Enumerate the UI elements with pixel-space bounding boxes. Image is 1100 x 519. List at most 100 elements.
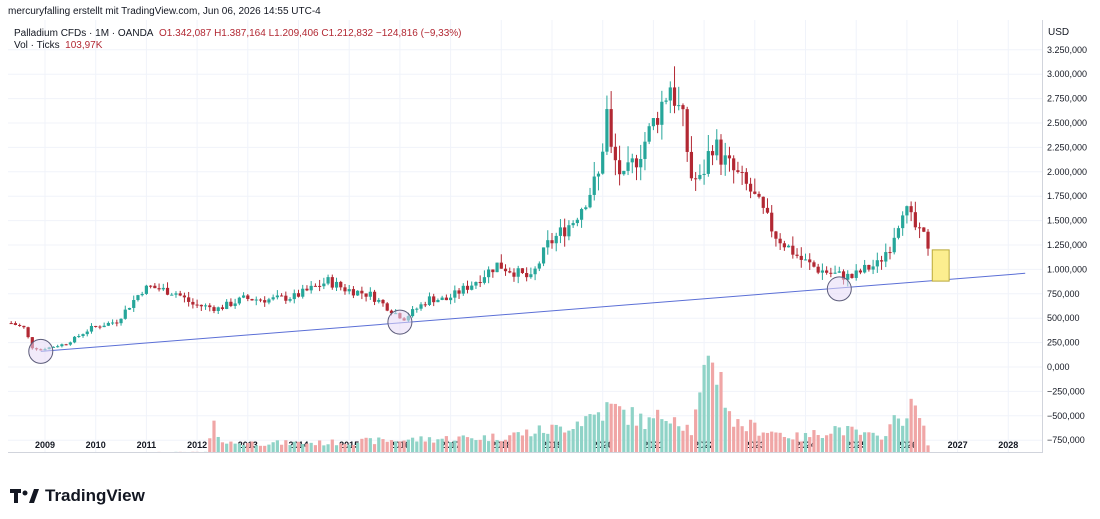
candle-body	[879, 260, 884, 262]
volume-bar	[533, 433, 537, 453]
candle-body	[157, 288, 161, 290]
candle-body	[436, 300, 440, 303]
candle-body	[170, 294, 174, 296]
candle-body	[444, 297, 448, 301]
volume-bar	[601, 420, 605, 453]
candle-body	[115, 322, 119, 324]
volume-bar	[854, 429, 858, 453]
candle-body	[681, 105, 685, 110]
candle-body	[558, 227, 563, 236]
candle-body	[343, 287, 347, 292]
tradingview-icon	[10, 489, 39, 503]
x-tick-label: 2027	[948, 440, 968, 450]
candle-body	[706, 151, 710, 174]
volume-bar	[465, 437, 470, 453]
candle-body	[748, 183, 753, 192]
volume-bar	[588, 414, 592, 453]
volume-bar	[715, 384, 719, 453]
volume-bar	[440, 438, 444, 453]
candle-body	[512, 272, 516, 277]
price-axis[interactable]: 3.250,000 3.000,000 2.750,000 2.500,000 2.25…	[1042, 20, 1100, 452]
volume-bar	[744, 431, 748, 453]
candle-body	[922, 227, 926, 232]
candle-body	[495, 262, 499, 273]
candle-body	[94, 325, 98, 327]
volume-bar	[280, 444, 284, 453]
candle-body	[816, 266, 820, 273]
candle-body	[165, 287, 170, 295]
candle-body	[643, 141, 647, 159]
candle-body	[229, 301, 233, 306]
candle-body	[419, 304, 423, 309]
volume-bar	[867, 432, 871, 453]
candle-body	[770, 212, 774, 232]
candle-body	[318, 285, 322, 287]
volume-bar	[596, 412, 601, 453]
candle-body	[13, 323, 18, 325]
volume-bar	[482, 435, 486, 453]
volume-bar	[850, 426, 854, 453]
candle-body	[423, 304, 427, 306]
candle-body	[618, 160, 622, 175]
candle-body	[427, 296, 432, 306]
candle-body	[609, 109, 613, 147]
volume-bar	[913, 405, 917, 453]
candle-body	[647, 126, 651, 142]
volume-bar	[630, 407, 634, 453]
candle-body	[503, 268, 508, 272]
projection-box	[931, 249, 950, 282]
y-tick-label: 2.250,000	[1047, 142, 1087, 152]
candle-body	[508, 271, 512, 273]
volume-bar	[394, 441, 398, 453]
volume-bar	[681, 430, 685, 453]
candle-body	[216, 307, 220, 311]
chart-pane[interactable]: 2009201020112012201320142015201620172018…	[8, 20, 1043, 453]
candle-body	[237, 297, 241, 304]
candle-body	[106, 322, 110, 326]
candle-body	[478, 282, 482, 284]
volume-bar	[702, 364, 706, 453]
volume-bar	[368, 438, 372, 453]
volume-bar	[385, 441, 389, 453]
brand-name: TradingView	[45, 486, 145, 505]
candle-body	[529, 274, 533, 278]
candle-body	[892, 237, 896, 253]
volume-bar	[901, 425, 905, 453]
volume-bar	[660, 419, 664, 453]
x-tick-label: 2012	[187, 440, 207, 450]
volume-bar	[444, 436, 448, 453]
candle-body	[715, 139, 719, 156]
volume-bar	[246, 442, 250, 453]
candle-body	[613, 146, 617, 161]
candle-body	[520, 268, 525, 274]
price-volume-chart[interactable]: 2009201020112012201320142015201620172018…	[8, 20, 1042, 453]
volume-bar	[774, 432, 778, 453]
candle-body	[64, 344, 68, 346]
volume-label[interactable]: Vol · Ticks	[14, 40, 60, 51]
candle-body	[761, 196, 765, 208]
volume-bar	[402, 440, 406, 453]
volume-bar	[351, 445, 356, 453]
symbol-label[interactable]: Palladium CFDs · 1M · OANDA	[14, 28, 154, 39]
candle-body	[381, 299, 385, 304]
volume-bar	[592, 414, 596, 453]
candle-body	[820, 270, 824, 273]
volume-bar	[258, 445, 263, 453]
x-tick-label: 2011	[137, 440, 157, 450]
volume-bar	[457, 436, 461, 453]
candle-body	[102, 325, 106, 328]
candle-body	[533, 268, 537, 275]
candle-body	[123, 309, 127, 319]
volume-bar	[292, 441, 296, 453]
tradingview-logo[interactable]: TradingView	[10, 486, 145, 506]
candle-body	[757, 193, 761, 197]
volume-bar	[812, 430, 816, 453]
circled-low-marker	[28, 338, 54, 364]
candle-body	[296, 293, 301, 297]
volume-bar	[926, 445, 930, 453]
volume-bar	[605, 402, 609, 453]
volume-bar	[520, 435, 525, 453]
volume-bar	[550, 424, 554, 453]
candle-body	[905, 206, 909, 216]
volume-bar	[254, 445, 258, 453]
